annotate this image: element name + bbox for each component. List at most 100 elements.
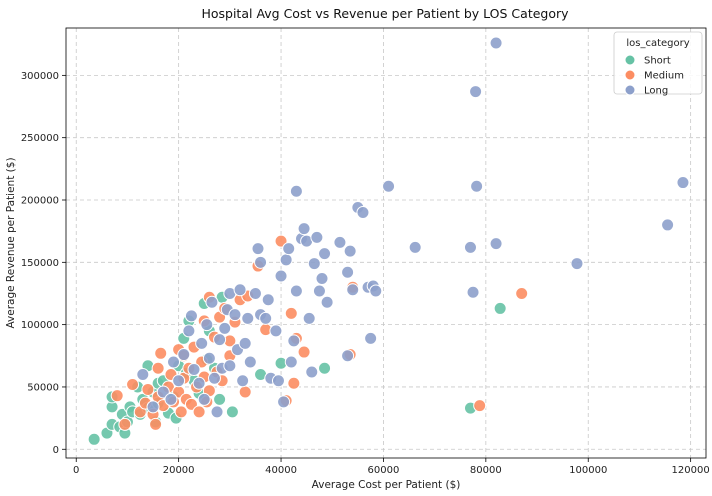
point-long xyxy=(661,218,675,232)
point-medium xyxy=(154,346,168,360)
point-short xyxy=(493,301,507,315)
point-long xyxy=(369,284,383,298)
point-long xyxy=(195,336,209,350)
point-long xyxy=(277,395,291,409)
point-long xyxy=(228,308,242,322)
legend-label-medium: Medium xyxy=(644,71,684,82)
point-long xyxy=(213,333,227,347)
point-long xyxy=(259,311,273,325)
legend: los_category Short Medium Long xyxy=(613,31,703,97)
point-medium xyxy=(238,385,252,399)
point-long xyxy=(287,334,301,348)
point-medium xyxy=(141,382,155,396)
point-long xyxy=(320,295,334,309)
point-long xyxy=(289,184,303,198)
point-long xyxy=(463,240,477,254)
y-tick-label: 250000 xyxy=(21,133,59,144)
point-long xyxy=(205,295,219,309)
point-long xyxy=(210,405,224,419)
point-long xyxy=(236,374,250,388)
y-tick-label: 100000 xyxy=(21,320,59,331)
point-medium xyxy=(297,345,311,359)
point-long xyxy=(254,255,268,269)
x-tick-label: 40000 xyxy=(265,465,297,476)
point-long xyxy=(136,367,150,381)
x-tick-label: 20000 xyxy=(163,465,195,476)
x-axis-label: Average Cost per Patient ($) xyxy=(312,479,461,491)
point-short xyxy=(87,432,101,446)
point-long xyxy=(489,237,503,251)
point-long xyxy=(167,355,181,369)
legend-marker-short xyxy=(624,54,636,66)
point-long xyxy=(164,392,178,406)
point-long xyxy=(241,311,255,325)
chart-title: Hospital Avg Cost vs Revenue per Patient… xyxy=(201,6,569,21)
point-long xyxy=(310,230,324,244)
point-long xyxy=(251,242,265,256)
y-tick-label: 200000 xyxy=(21,196,59,207)
y-tick-label: 0 xyxy=(53,445,59,456)
point-long xyxy=(364,331,378,345)
legend-marker-long xyxy=(624,84,636,96)
point-long xyxy=(570,257,584,271)
point-long xyxy=(297,222,311,236)
x-tick-label: 120000 xyxy=(672,465,710,476)
point-long xyxy=(343,244,357,258)
point-short xyxy=(318,361,332,375)
point-long xyxy=(315,272,329,286)
x-tick-label: 60000 xyxy=(368,465,400,476)
legend-box xyxy=(613,31,703,95)
point-long xyxy=(302,311,316,325)
point-medium xyxy=(149,417,163,431)
point-long xyxy=(269,324,283,338)
point-long xyxy=(318,247,332,261)
point-long xyxy=(207,371,221,385)
point-long xyxy=(469,85,483,99)
point-long xyxy=(356,205,370,219)
y-tick-label: 50000 xyxy=(27,382,59,393)
point-long xyxy=(489,36,503,50)
point-medium xyxy=(151,361,165,375)
point-long xyxy=(341,265,355,279)
point-short xyxy=(225,405,239,419)
point-medium xyxy=(473,399,487,413)
point-long xyxy=(289,284,303,298)
point-long xyxy=(184,309,198,323)
point-long xyxy=(218,321,232,335)
point-long xyxy=(238,336,252,350)
point-long xyxy=(333,235,347,249)
legend-label-short: Short xyxy=(644,56,671,67)
point-long xyxy=(243,355,257,369)
point-long xyxy=(382,179,396,193)
point-long xyxy=(192,376,206,390)
y-tick-label: 300000 xyxy=(21,71,59,82)
x-tick-label: 0 xyxy=(73,465,79,476)
plot-area-frame xyxy=(65,27,707,459)
point-long xyxy=(279,253,293,267)
x-tick-label: 80000 xyxy=(470,465,502,476)
y-tick-label: 150000 xyxy=(21,258,59,269)
point-medium xyxy=(174,405,188,419)
point-medium xyxy=(284,306,298,320)
point-long xyxy=(182,324,196,338)
legend-label-long: Long xyxy=(644,86,668,97)
point-long xyxy=(305,365,319,379)
point-long xyxy=(223,359,237,373)
legend-marker-medium xyxy=(624,69,636,81)
data-points xyxy=(87,36,690,446)
point-medium xyxy=(118,417,132,431)
point-short xyxy=(213,392,227,406)
point-medium xyxy=(515,286,529,300)
point-long xyxy=(408,240,422,254)
legend-title: los_category xyxy=(626,38,689,49)
point-medium xyxy=(110,389,124,403)
point-long xyxy=(341,349,355,363)
point-long xyxy=(233,283,247,297)
point-long xyxy=(261,293,275,307)
point-long xyxy=(284,355,298,369)
point-long xyxy=(274,269,288,283)
point-long xyxy=(202,351,216,365)
point-long xyxy=(172,374,186,388)
point-medium xyxy=(287,376,301,390)
point-long xyxy=(146,400,160,414)
